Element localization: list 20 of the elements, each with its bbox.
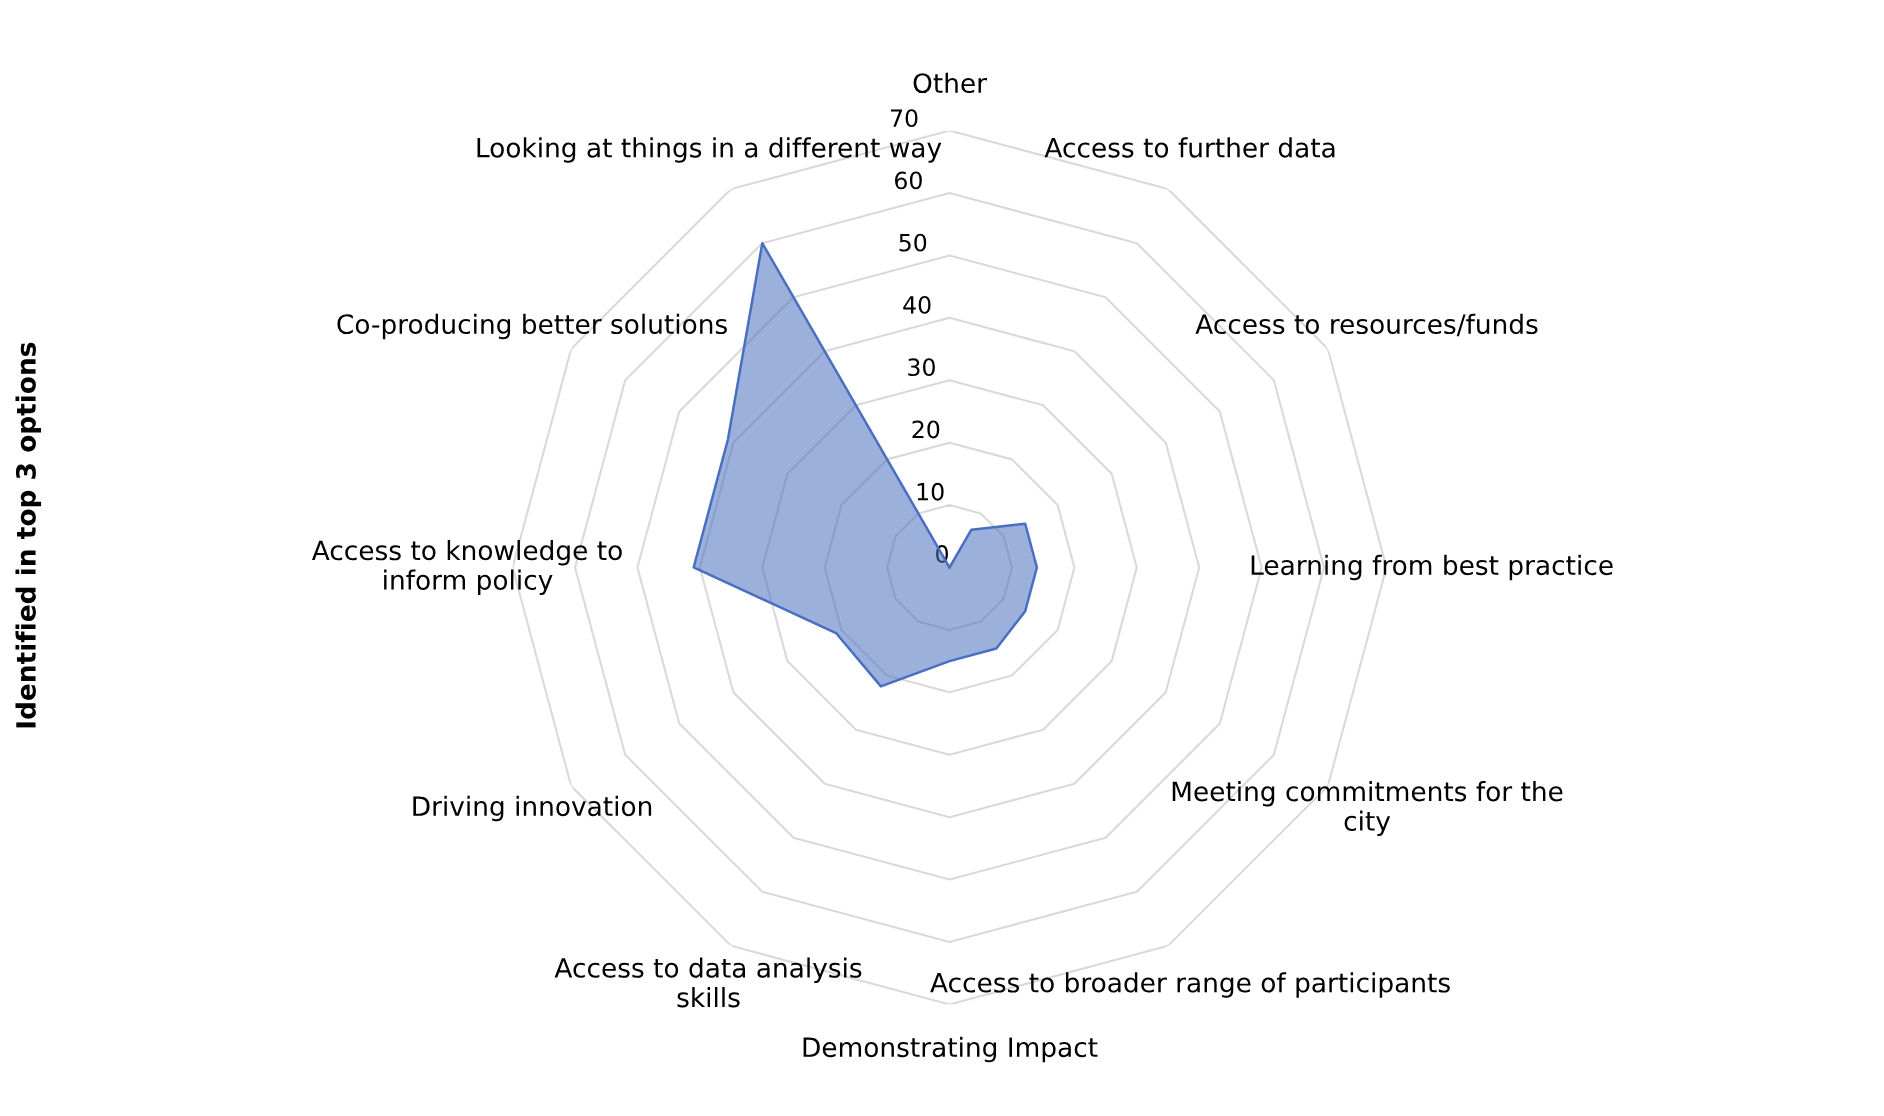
text: Identified in top 3 options — [15, 342, 42, 728]
spoke-label: Access to broader range of participants — [930, 972, 1450, 998]
y-tick-label: 60 — [895, 171, 922, 190]
spoke-label: Demonstrating Impact — [803, 1036, 1098, 1063]
y-tick-label: 10 — [917, 482, 944, 501]
spoke-label: Access to resources/funds — [1195, 313, 1538, 337]
y-tick-label: 20 — [912, 420, 940, 439]
spoke-label: Co-producing better solutions — [337, 313, 727, 340]
spoke-label: Learning from best practice — [1251, 554, 1613, 581]
spoke-label: Access to further data — [1044, 137, 1335, 158]
y-tick-label: 30 — [908, 358, 935, 377]
spoke-label: Other — [913, 72, 987, 94]
spoke-label: Looking at things in a different way — [477, 137, 942, 163]
y-tick-label: 40 — [903, 295, 931, 314]
spoke-label: Access to data analysis skills — [554, 957, 862, 1008]
spoke-label: Meeting commitments for the city — [1172, 780, 1563, 837]
y-tick-label: 70 — [890, 109, 918, 128]
spoke-label: Access to knowledge to inform policy — [311, 539, 622, 596]
y-tick-label: 50 — [899, 233, 927, 252]
spoke-label: Driving innovation — [413, 795, 652, 822]
